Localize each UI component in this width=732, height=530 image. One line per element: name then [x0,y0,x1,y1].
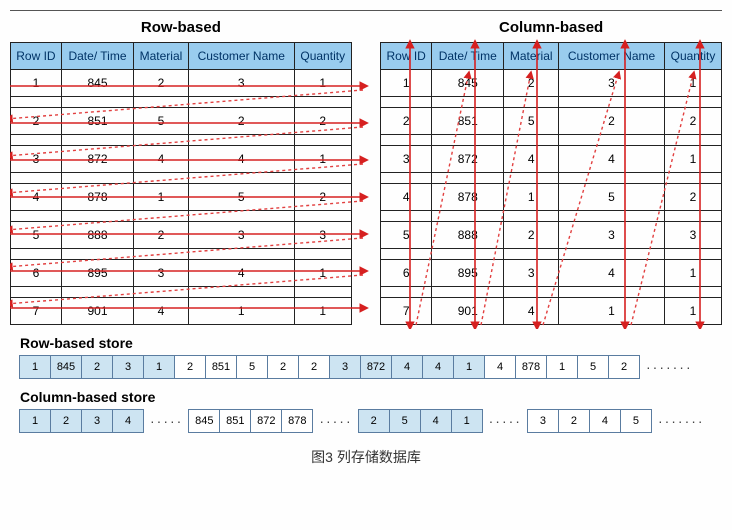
ellipsis: ······· [646,359,693,375]
table-row: 2851522 [381,108,722,135]
column-header: Quantity [294,43,351,70]
column-header: Customer Name [188,43,294,70]
row-based-title: Row-based [10,19,352,36]
column-based-title: Column-based [380,19,722,36]
table-row: 6895341 [381,260,722,287]
column-header: Date/ Time [61,43,133,70]
table-row: 1845231 [381,70,722,97]
table-row: 7901411 [11,298,352,325]
store-cell: 2 [267,355,299,379]
store-cell: 845 [188,409,220,433]
table-row: 7901411 [381,298,722,325]
store-cell: 1 [546,355,578,379]
store-cell: 2 [174,355,206,379]
table-row: 4878152 [381,184,722,211]
store-cell: 2 [298,355,330,379]
store-cell: 1 [451,409,483,433]
store-cell: 1 [19,409,51,433]
store-cell: 2 [358,409,390,433]
store-cell: 872 [360,355,392,379]
column-based-table: Row IDDate/ TimeMaterialCustomer NameQua… [380,42,722,325]
ellipsis: ······· [658,413,705,429]
store-group: 4878152 [485,355,640,379]
store-cell: 2 [608,355,640,379]
store-group: 2541 [359,409,483,433]
store-cell: 1 [143,355,175,379]
table-row: 6895341 [11,260,352,287]
table-row: 4878152 [11,184,352,211]
store-cell: 845 [50,355,82,379]
store-cell: 5 [389,409,421,433]
store-cell: 3 [112,355,144,379]
row-store-title: Row-based store [20,335,722,351]
store-cell: 2 [558,409,590,433]
column-header: Row ID [381,43,432,70]
table-row: 2851522 [11,108,352,135]
store-cell: 878 [515,355,547,379]
table-row: 1845231 [11,70,352,97]
store-group: 3245 [528,409,652,433]
store-cell: 851 [219,409,251,433]
store-cell: 4 [391,355,423,379]
store-cell: 3 [81,409,113,433]
store-group: 845851872878 [189,409,313,433]
figure-caption: 图3 列存储数据库 [10,447,722,467]
store-cell: 4 [589,409,621,433]
store-cell: 4 [420,409,452,433]
column-header: Row ID [11,43,62,70]
store-cell: 2 [81,355,113,379]
table-row: 5888233 [381,222,722,249]
table-row: 5888233 [11,222,352,249]
store-group: 3872441 [330,355,485,379]
store-cell: 5 [577,355,609,379]
store-cell: 3 [329,355,361,379]
table-row: 3872441 [11,146,352,173]
row-store: 1845231285152238724414878152······· [20,355,722,379]
store-cell: 4 [484,355,516,379]
row-based-table: Row IDDate/ TimeMaterialCustomer NameQua… [10,42,352,325]
column-header: Material [504,43,559,70]
column-header: Quantity [664,43,721,70]
store-cell: 5 [620,409,652,433]
store-cell: 872 [250,409,282,433]
column-header: Date/ Time [432,43,504,70]
column-header: Material [134,43,189,70]
col-store: 1234·····845851872878·····2541·····3245·… [20,409,722,433]
store-cell: 1 [19,355,51,379]
store-cell: 851 [205,355,237,379]
ellipsis: ····· [489,413,522,429]
store-cell: 3 [527,409,559,433]
store-cell: 4 [422,355,454,379]
store-cell: 4 [112,409,144,433]
store-group: 1234 [20,409,144,433]
store-cell: 1 [453,355,485,379]
store-group: 1845231 [20,355,175,379]
store-group: 2851522 [175,355,330,379]
ellipsis: ····· [150,413,183,429]
column-header: Customer Name [559,43,665,70]
store-cell: 878 [281,409,313,433]
store-cell: 2 [50,409,82,433]
table-row: 3872441 [381,146,722,173]
store-cell: 5 [236,355,268,379]
col-store-title: Column-based store [20,389,722,405]
ellipsis: ····· [319,413,352,429]
